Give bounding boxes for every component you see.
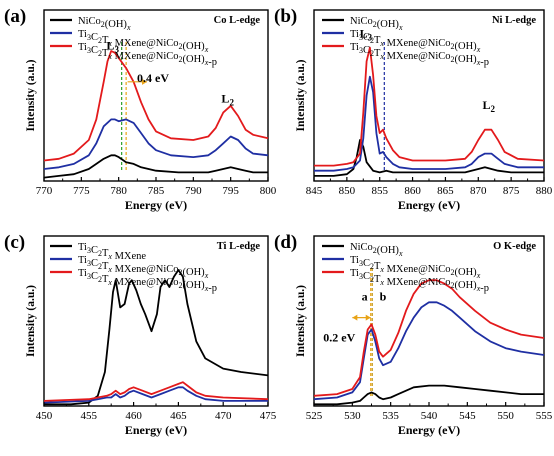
series-line-2 — [313, 279, 545, 397]
legend-entry: NiCo2(OH)x — [350, 16, 403, 32]
y-axis-label: Intensity (a.u.) — [25, 285, 37, 357]
x-tick-label: 475 — [260, 410, 277, 422]
annotation-1: b — [380, 290, 387, 304]
annotation-2: 0.2 eV — [323, 330, 355, 344]
x-axis-label: Energy (eV) — [125, 423, 187, 437]
x-axis-label: Energy (eV) — [398, 423, 460, 437]
x-tick-label: 540 — [421, 410, 438, 422]
legend-entry: Ti3C2Tx MXene@NiCo2(OH)x-p — [350, 268, 489, 294]
panel-label: (d) — [274, 232, 297, 253]
legend-entry: Ti3C2Tx MXene — [78, 242, 146, 262]
x-axis-label: Energy (eV) — [398, 198, 460, 212]
y-axis-label: Intensity (a.u.) — [295, 59, 307, 131]
series-line-0 — [314, 384, 544, 406]
panel-d: 525 530 535 540 545 550 555 Energy (eV) Intensit… — [274, 232, 553, 437]
panel-label: (c) — [4, 232, 25, 253]
edge-label: Ni L-edge — [492, 15, 536, 26]
x-tick-label: 525 — [306, 410, 323, 422]
x-tick-label: 850 — [339, 185, 356, 197]
annotation-1: 0.4 eV — [137, 71, 169, 85]
x-tick-label: 865 — [437, 185, 454, 197]
x-tick-label: 790 — [185, 185, 202, 197]
x-tick-label: 450 — [36, 410, 53, 422]
panel-label: (b) — [274, 6, 297, 27]
x-tick-label: 795 — [222, 185, 239, 197]
series-line-2 — [43, 50, 269, 162]
x-tick-label: 550 — [497, 410, 514, 422]
annotation-0: L3 — [106, 38, 119, 54]
x-tick-label: 470 — [215, 410, 232, 422]
series-line-1 — [314, 75, 544, 172]
shift-arrow — [352, 314, 371, 321]
shift-arrow — [127, 78, 148, 85]
legend-entry: Ti3C2Tx MXene@NiCo2(OH)x — [350, 29, 481, 54]
x-tick-label: 530 — [344, 410, 361, 422]
x-tick-label: 880 — [536, 185, 553, 197]
legend-entry: Ti3C2Tx MXene@NiCo2(OH)x — [78, 255, 209, 280]
annotation-2: L2 — [221, 91, 234, 107]
y-axis-label: Intensity (a.u.) — [25, 59, 37, 131]
legend-entry: Ti3C2Tx MXene@NiCo2(OH)x-p — [350, 42, 489, 68]
axes-frame — [313, 235, 545, 407]
legend-entry: Ti3C2Tx MXene@NiCo2(OH)x — [78, 29, 209, 54]
x-tick-label: 785 — [148, 185, 165, 197]
legend-entry: Ti3C2Tx MXene@NiCo2(OH)x — [350, 255, 481, 280]
annotation-0: L3 — [360, 26, 373, 42]
edge-label: Ti L-edge — [217, 241, 261, 252]
x-tick-label: 770 — [36, 185, 53, 197]
x-tick-label: 775 — [73, 185, 90, 197]
series-line-1 — [43, 386, 268, 404]
panel-b: 845 850 855 860 865 870 875 880 Energy (eV) Inten… — [274, 6, 553, 212]
annotation-0: a — [362, 290, 368, 304]
x-tick-label: 460 — [125, 410, 142, 422]
panel-c: 450 455 460 465 470 475 Energy (eV) Intensity (… — [4, 232, 277, 437]
edge-label: Co L-edge — [214, 15, 261, 26]
x-tick-label: 870 — [470, 185, 487, 197]
x-axis-label: Energy (eV) — [125, 198, 187, 212]
panel-label: (a) — [4, 6, 26, 27]
x-tick-label: 800 — [260, 185, 277, 197]
legend-entry: Ti3C2Tx MXene@NiCo2(OH)x-p — [78, 268, 217, 294]
series-line-0 — [44, 269, 269, 406]
series-line-1 — [313, 301, 545, 401]
x-tick-label: 455 — [81, 410, 98, 422]
legend-entry: NiCo2(OH)x — [350, 242, 403, 258]
x-tick-label: 860 — [404, 185, 421, 197]
y-axis-label: Intensity (a.u.) — [295, 285, 307, 357]
x-tick-label: 855 — [371, 185, 388, 197]
panel-a: 770 775 780 785 790 795 800 Energy (eV) Intensit… — [4, 6, 277, 212]
legend-entry: NiCo2(OH)x — [78, 16, 131, 32]
series-line-1 — [43, 118, 269, 170]
x-tick-label: 465 — [170, 410, 187, 422]
x-tick-label: 875 — [503, 185, 520, 197]
series-line-0 — [314, 139, 544, 177]
series-line-2 — [43, 381, 269, 402]
edge-label: O K-edge — [493, 241, 536, 252]
series-line-0 — [43, 154, 268, 179]
x-tick-label: 780 — [110, 185, 127, 197]
x-tick-label: 545 — [459, 410, 476, 422]
x-tick-label: 535 — [382, 410, 399, 422]
series-line-2 — [314, 46, 545, 167]
x-tick-label: 555 — [536, 410, 553, 422]
legend-entry: Ti3C2Tx MXene@NiCo2(OH)x-p — [78, 42, 217, 68]
annotation-1: L2 — [483, 98, 496, 114]
x-tick-label: 845 — [306, 185, 323, 197]
